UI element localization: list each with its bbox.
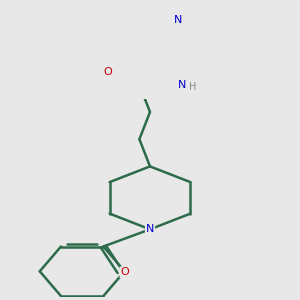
Text: H: H <box>189 82 197 92</box>
Text: N: N <box>146 224 154 234</box>
Text: N: N <box>174 16 183 26</box>
Text: O: O <box>120 267 129 277</box>
Text: N: N <box>178 80 186 90</box>
Text: O: O <box>103 67 112 77</box>
